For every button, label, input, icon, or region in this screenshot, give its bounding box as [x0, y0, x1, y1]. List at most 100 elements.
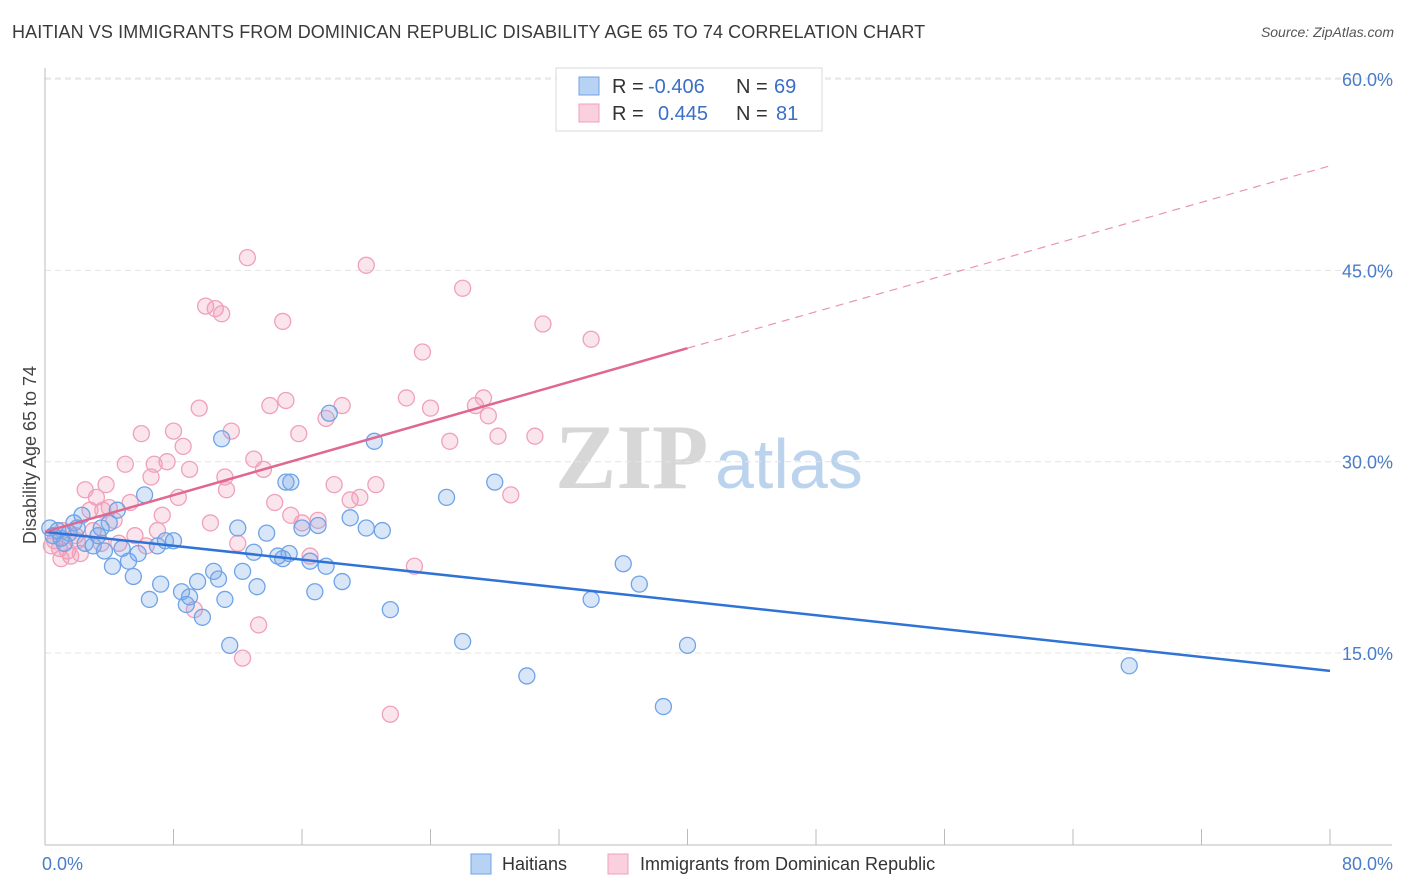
dominican-point [71, 544, 89, 563]
legend-label-dominican: Immigrants from Dominican Republic [640, 854, 935, 874]
haitians-point [129, 544, 147, 563]
watermark-atlas: atlas [715, 425, 863, 503]
watermark-zip: ZIP [555, 406, 708, 508]
haitians-point [216, 590, 234, 609]
dominican-point [526, 427, 544, 445]
y-tick-label: 30.0% [1342, 453, 1393, 473]
haitians-point [357, 519, 375, 537]
haitians-point [193, 608, 212, 626]
stats-r-label-2: R = [612, 103, 644, 125]
dominican-point [441, 432, 459, 450]
dominican-point [233, 649, 252, 667]
haitians-point [293, 519, 311, 537]
dominican-point [266, 493, 284, 512]
chart-title: HAITIAN VS IMMIGRANTS FROM DOMINICAN REP… [12, 22, 926, 42]
dominican-point [52, 549, 70, 568]
dominican-point [489, 427, 507, 445]
haitians-point [180, 588, 199, 606]
tick-labels: 15.0% 30.0% 45.0% 60.0% 0.0% 80.0% [42, 70, 1393, 874]
haitians-trend-line [44, 530, 1331, 673]
y-axis-label: Disability Age 65 to 74 [20, 366, 40, 544]
haitians-point [437, 488, 456, 507]
dominican-point [453, 279, 472, 297]
dominican-point [116, 455, 134, 473]
dominican-point [357, 256, 375, 274]
stats-n-value-1: 69 [774, 76, 796, 98]
haitians-point [55, 534, 73, 552]
dominican-point [213, 305, 231, 323]
haitians-point [151, 575, 170, 593]
dominican-point [413, 343, 432, 361]
haitians-point [213, 430, 231, 448]
haitians-point [95, 542, 114, 560]
haitians-point [614, 555, 632, 573]
haitians-point [630, 575, 648, 593]
dominican-point [229, 534, 247, 552]
haitians-point [381, 600, 399, 619]
stats-swatch-pink [578, 103, 600, 123]
dominican-point [351, 488, 369, 507]
dominican-point [274, 312, 292, 331]
haitians-point [453, 632, 472, 651]
haitians-point [229, 519, 247, 537]
stats-n-label-1: N = [736, 76, 768, 98]
dominican-point [238, 248, 257, 267]
legend-label-haitians: Haitians [502, 854, 567, 874]
haitians-point [1120, 657, 1138, 675]
dominican-point [421, 399, 440, 417]
haitians-point [103, 557, 122, 575]
source-credit: Source: ZipAtlas.com [1260, 24, 1394, 40]
haitians-point [258, 524, 276, 542]
dominican-point [174, 437, 192, 456]
legend: Haitians Immigrants from Dominican Repub… [470, 853, 935, 875]
dominican-point [153, 506, 171, 524]
x-tick-label: 80.0% [1342, 854, 1393, 874]
haitians-point [277, 473, 295, 491]
haitians-point [100, 514, 118, 532]
dominican-trend-line [44, 346, 688, 534]
haitians-point [140, 590, 159, 609]
dominican-point [502, 486, 520, 504]
dominican-point [534, 315, 552, 333]
dominican-trend-extension [687, 165, 1331, 349]
y-tick-label: 45.0% [1342, 261, 1393, 281]
dominican-point [164, 422, 183, 440]
haitians-point [221, 636, 239, 654]
dominican-point [158, 453, 176, 471]
dominican-point [132, 424, 151, 443]
dominican-point [190, 399, 208, 417]
haitians-point [373, 521, 391, 540]
haitians-point [124, 567, 142, 586]
dominican-point [217, 481, 236, 499]
x-tick-label: 0.0% [42, 854, 83, 874]
dominican-point [201, 514, 220, 532]
haitians-point [248, 578, 266, 596]
haitians-point [333, 572, 351, 591]
haitians-point [233, 562, 252, 581]
dominican-point [474, 389, 493, 407]
haitians-point [518, 667, 536, 685]
stats-n-label-2: N = [736, 103, 768, 125]
dominican-point [381, 705, 399, 723]
haitians-point [306, 583, 324, 601]
trend-lines [44, 165, 1331, 673]
stats-n-value-2: 81 [776, 103, 798, 125]
dominican-point [126, 527, 144, 545]
stats-r-value-2: 0.445 [658, 103, 708, 125]
dominican-point [333, 396, 351, 415]
dominican-point [290, 424, 308, 443]
haitians-point [188, 572, 207, 591]
legend-swatch-dominican [607, 853, 629, 875]
haitians-point [486, 473, 504, 491]
haitians-point [135, 486, 154, 504]
series-haitians-points [41, 404, 1138, 716]
dominican-point [261, 396, 279, 415]
dominican-point [325, 476, 343, 494]
legend-swatch-haitians [470, 853, 492, 875]
dominican-point [582, 330, 600, 348]
haitians-point [309, 516, 327, 535]
stats-box: R = -0.406 N = 69 R = 0.445 N = 81 [555, 67, 823, 132]
stats-swatch-blue [578, 76, 600, 96]
dominican-point [367, 476, 385, 494]
